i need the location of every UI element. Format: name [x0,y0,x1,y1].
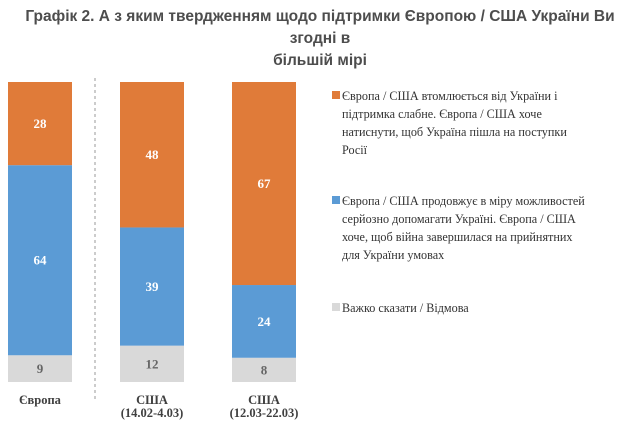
data-label-1-3: 9 [37,361,44,376]
bar-segment-2-2 [120,227,184,346]
data-label-2-3: 12 [146,356,159,371]
chart-title-line-1: Графік 2. А з яким твердженням щодо підт… [25,8,615,47]
data-label-2-1: 48 [146,147,160,162]
legend-swatch-1 [332,91,340,99]
bar-segment-3-3 [232,357,296,382]
legend-label-2-1: Європа / США продовжує в міру можливосте… [342,194,585,208]
category-label-3-2: (12.03-22.03) [230,406,299,420]
bar-segment-1-3 [8,355,72,382]
legend-swatch-2 [332,196,340,204]
data-label-1-1: 28 [34,116,48,131]
legend-label-2-3: хоче, щоб війна завершилася на прийнятни… [342,230,573,244]
legend-label-1-4: Росії [342,143,368,157]
data-label-3-1: 67 [258,176,272,191]
data-label-2-2: 39 [146,279,160,294]
legend-label-1-2: підтримка слабне. Європа / США хоче [342,107,542,121]
legend-label-1-1: Європа / США втомлюється від України і [342,89,558,103]
bar-segment-2-3 [120,345,184,382]
category-label-1-1: Європа [19,393,62,407]
legend-label-3-1: Важко сказати / Відмова [342,301,469,315]
legend-label-2-4: для України умовах [342,248,444,262]
chart-title: Графік 2. А з яким твердженням щодо підт… [0,6,640,72]
legend-swatch-3 [332,303,340,311]
bar-segment-1-1 [8,82,72,166]
data-label-3-3: 8 [261,362,268,377]
category-label-2-1: США [136,393,168,407]
legend-label-1-3: натиснути, щоб Україна пішла на поступки [342,125,567,139]
category-label-2-2: (14.02-4.03) [121,406,184,420]
bar-segment-2-1 [120,82,184,228]
legend-label-2-2: серйозно допомагати Україні. Європа / СШ… [342,212,576,226]
category-label-3-1: США [248,393,280,407]
bar-segment-3-1 [232,82,296,286]
data-label-1-2: 64 [34,253,48,268]
bar-segment-3-2 [232,285,296,358]
chart-title-line-2: більшій мірі [273,52,367,69]
data-label-3-2: 24 [258,314,272,329]
bar-segment-1-2 [8,165,72,356]
